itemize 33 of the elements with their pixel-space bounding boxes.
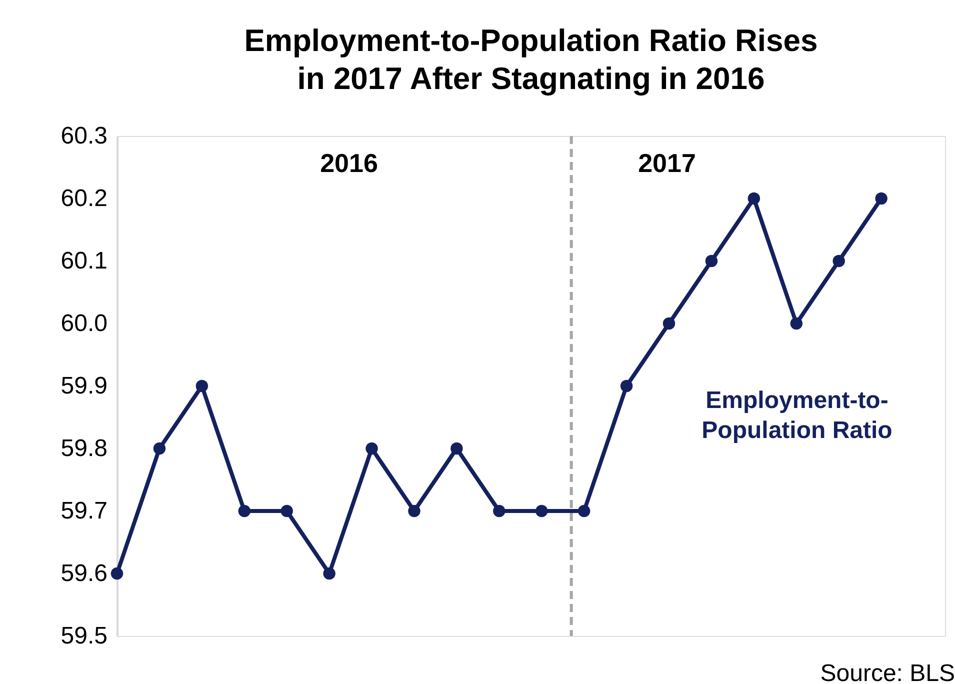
annotation: 2016 <box>320 148 378 178</box>
y-tick-label: 60.0 <box>60 310 108 337</box>
point <box>832 254 845 268</box>
point <box>238 504 251 518</box>
point <box>493 504 506 518</box>
point <box>280 504 293 518</box>
point <box>408 504 420 518</box>
point <box>450 442 463 455</box>
y-tick-label: 60.1 <box>60 248 108 274</box>
y-tick-label: 59.5 <box>60 622 108 650</box>
point <box>323 567 336 580</box>
source-note: Source: BLS <box>820 660 955 684</box>
y-tick-label: 59.8 <box>60 435 108 462</box>
point <box>110 567 124 580</box>
point <box>535 504 548 518</box>
point <box>196 380 208 392</box>
point <box>790 317 803 330</box>
point <box>578 504 590 518</box>
text: Employment-to-Population Ratio <box>702 387 892 444</box>
y-tick-label: 60.2 <box>60 185 108 212</box>
y-tick-label: 60.3 <box>60 122 108 150</box>
chart-title: Employment-to-Population Ratio Rises in 2017 After Stagnating in 2016 <box>244 23 818 96</box>
point <box>153 442 166 455</box>
point <box>662 317 676 330</box>
y-tick-label: 59.7 <box>60 498 108 524</box>
point <box>748 192 760 205</box>
point <box>366 442 378 455</box>
y-tick-label: 59.9 <box>60 372 108 400</box>
point <box>620 380 633 392</box>
point <box>875 192 888 205</box>
y-tick-label: 59.6 <box>60 560 108 587</box>
annotation: 2017 <box>638 148 696 178</box>
point <box>705 254 718 268</box>
